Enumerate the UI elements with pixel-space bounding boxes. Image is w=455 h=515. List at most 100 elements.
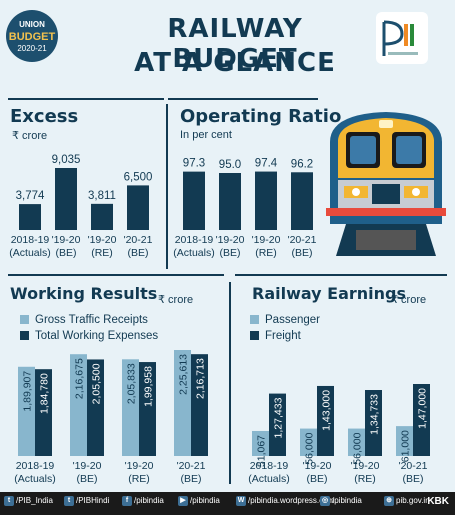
bar-series-1 (122, 359, 139, 456)
twitter-icon: t (4, 496, 14, 506)
bar-series-1 (18, 366, 35, 456)
bar-series-1 (174, 350, 191, 456)
data-label: 1,27,433 (273, 397, 285, 438)
pib-logo (376, 12, 428, 64)
bar (19, 204, 41, 230)
data-label: 3,774 (16, 190, 45, 202)
x-tick-label: '20-21 (177, 460, 206, 472)
data-label: 2,05,833 (126, 363, 138, 404)
footer-social-link[interactable]: ◎/pibindia (320, 496, 362, 506)
x-tick-label-sub: (Actuals) (14, 473, 55, 485)
data-label: 9,035 (52, 154, 81, 166)
x-tick-label: '19-20 (303, 460, 332, 472)
bar (255, 171, 277, 230)
x-tick-label-sub: (RE) (255, 247, 277, 259)
page-title-line-1: RAILWAY BUDGET (167, 14, 303, 74)
bar-series-1 (252, 430, 269, 456)
x-tick-label: '19-20 (88, 234, 117, 246)
footer-link-text: /PIBHindi (76, 496, 110, 506)
bar (219, 173, 241, 230)
x-tick-label: '19-20 (351, 460, 380, 472)
x-tick-label: '19-20 (125, 460, 154, 472)
bar-series-1 (348, 428, 365, 456)
legend-passenger: Passenger (250, 314, 320, 326)
footer-social-link[interactable]: ▶/pibindia (178, 496, 220, 506)
data-label: 61,000 (400, 430, 412, 462)
x-tick-label-sub: (BE) (403, 473, 424, 485)
data-label: 2,16,675 (74, 358, 86, 399)
badge-line-2: BUDGET (8, 31, 56, 43)
footer-social-link[interactable]: f/pibindia (122, 496, 164, 506)
x-tick-label-sub: (RE) (128, 473, 150, 485)
wordpress-icon: W (236, 496, 246, 506)
x-tick-label-sub: (Actuals) (9, 247, 50, 259)
footer-link-text: /pibindia (134, 496, 164, 506)
legend-label: Total Working Expenses (35, 330, 159, 342)
excess-title: Excess (10, 106, 79, 127)
bar-series-2 (269, 393, 286, 456)
footer-social-link[interactable]: t/PIB_India (4, 496, 53, 506)
divider-earnings (235, 274, 447, 276)
divider-operating (168, 98, 318, 100)
kbk-mark: KBK (427, 496, 449, 507)
data-label: 1,89,907 (22, 371, 34, 412)
bar-series-2 (87, 359, 104, 456)
bar-series-1 (70, 354, 87, 456)
working-results-chart: 1,89,907 1,84,780 2018-19(Actuals) 2,16,675… (14, 350, 208, 485)
x-tick-label-sub: (Actuals) (173, 247, 214, 259)
bar-series-1 (396, 426, 413, 456)
footer-link-text: /pibindia.wordpress.com (248, 496, 335, 506)
bar-series-1 (300, 428, 317, 456)
union-budget-badge: UNION BUDGET 2020-21 (6, 10, 58, 62)
bar-series-2 (139, 362, 156, 456)
data-label: 1,47,000 (417, 388, 429, 429)
bar (291, 172, 313, 230)
legend-label: Passenger (265, 314, 320, 326)
footer-link-text: pib.gov.in (396, 496, 430, 506)
divider-vertical-top (166, 104, 168, 269)
bar (91, 203, 113, 230)
data-label: 2,16,713 (195, 358, 207, 399)
data-label: 56,000 (304, 432, 316, 464)
bar-series-2 (413, 384, 430, 456)
data-label: 1,43,000 (321, 390, 333, 431)
twitter-icon: t (64, 496, 74, 506)
x-tick-label-sub: (RE) (91, 247, 113, 259)
data-label: 2,05,500 (91, 363, 103, 404)
footer-social-link[interactable]: W/pibindia.wordpress.com (236, 496, 334, 506)
legend-swatch-light (250, 315, 259, 325)
x-tick-label: '20-21 (399, 460, 428, 472)
x-tick-label-sub: (BE) (220, 247, 241, 259)
excess-unit: ₹ crore (12, 130, 48, 142)
x-tick-label: '19-20 (252, 234, 281, 246)
data-label: 96.2 (291, 158, 313, 170)
railway-earnings-chart: 51,067 1,27,433 2018-19(Actuals) 56,000 1,43… (248, 384, 430, 485)
legend-label: Freight (265, 330, 301, 342)
legend-swatch-dark (20, 331, 29, 341)
badge-line-1: UNION (19, 20, 45, 29)
x-tick-label-sub: (BE) (128, 247, 149, 259)
x-tick-label: 2018-19 (16, 460, 55, 472)
legend-swatch-dark (250, 331, 259, 341)
earnings-title: Railway Earnings (252, 284, 407, 303)
x-tick-label-sub: (BE) (307, 473, 328, 485)
divider-vertical-bottom (229, 282, 231, 484)
data-label: 95.0 (219, 159, 241, 171)
working-title: Working Results (10, 284, 158, 303)
divider-working (8, 274, 224, 276)
x-tick-label: 2018-19 (250, 460, 289, 472)
footer-social-link[interactable]: t/PIBHindi (64, 496, 109, 506)
globe-icon: ⊕ (384, 496, 394, 506)
x-tick-label-sub: (BE) (56, 247, 77, 259)
bar (127, 185, 149, 230)
legend-label: Gross Traffic Receipts (35, 314, 148, 326)
data-label: 1,99,958 (143, 366, 155, 407)
page-title-line-2: AT A GLANCE (134, 48, 336, 78)
footer-link-text: /pibindia (332, 496, 362, 506)
footer-social-link[interactable]: ⊕ pib.gov.in (384, 496, 430, 506)
legend-freight: Freight (250, 330, 301, 342)
bar-series-2 (317, 385, 334, 456)
excess-chart: 3,7742018-19(Actuals)9,035'19-20(BE)3,81… (9, 154, 152, 259)
data-label: 51,067 (256, 435, 268, 467)
data-label: 3,811 (88, 190, 116, 202)
